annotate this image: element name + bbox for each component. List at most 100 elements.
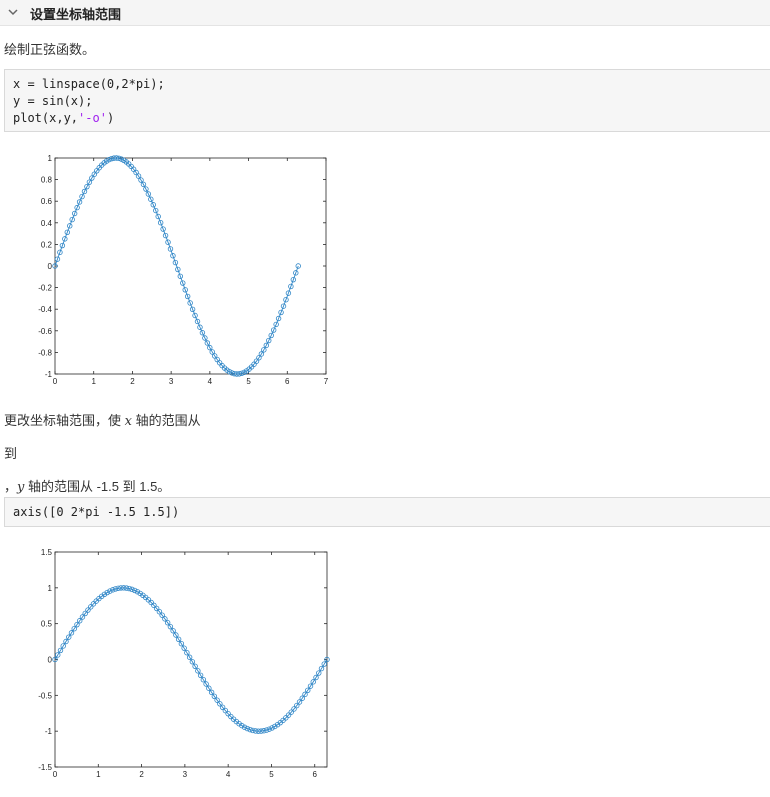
- axis-text: 轴的范围从 -1.5 到 1.5。: [24, 479, 171, 494]
- data-point: [134, 589, 141, 595]
- data-point: [79, 614, 86, 620]
- y-tick-label: -1: [45, 727, 53, 736]
- data-point: [285, 712, 292, 718]
- data-point: [197, 324, 203, 330]
- data-point: [74, 204, 80, 211]
- data-point: [116, 155, 122, 162]
- data-point: [261, 347, 267, 353]
- data-point: [151, 602, 157, 609]
- code-string: '-o': [78, 111, 107, 125]
- y-tick-label: 0: [48, 262, 53, 271]
- data-point: [52, 263, 58, 269]
- data-point: [177, 273, 184, 279]
- data-point: [208, 689, 215, 696]
- data-point: [86, 179, 93, 185]
- data-point: [239, 370, 245, 377]
- data-point: [272, 723, 278, 730]
- axis-text: ，: [4, 479, 18, 494]
- data-point: [324, 656, 330, 663]
- data-point: [225, 710, 231, 717]
- data-point: [293, 270, 299, 276]
- data-point: [148, 196, 154, 202]
- data-point: [155, 213, 161, 220]
- data-point: [68, 630, 75, 636]
- data-point: [133, 169, 139, 176]
- data-point: [90, 601, 97, 607]
- data-point: [199, 330, 206, 336]
- data-point: [200, 676, 207, 683]
- data-point: [113, 155, 120, 161]
- code-text: plot(x,y,: [13, 111, 79, 125]
- data-point: [123, 585, 130, 591]
- data-point: [131, 587, 138, 594]
- y-tick-label: 0.4: [41, 219, 53, 228]
- data-point: [106, 156, 112, 163]
- axis-description-text: 更改坐标轴范围，使 x 轴的范围从: [4, 410, 201, 429]
- data-point: [52, 656, 58, 663]
- data-point: [202, 335, 208, 341]
- y-tick-label: -0.6: [38, 327, 52, 336]
- data-point: [57, 647, 64, 654]
- data-point: [84, 183, 90, 190]
- data-point: [247, 726, 253, 733]
- code-block-plot[interactable]: x = linspace(0,2*pi); y = sin(x); plot(x…: [4, 69, 770, 132]
- data-point: [256, 355, 262, 361]
- y-tick-label: -1: [45, 370, 53, 379]
- x-tick-label: 1: [91, 377, 96, 386]
- x-tick-label: 0: [53, 770, 58, 779]
- chevron-down-icon[interactable]: [7, 6, 19, 18]
- data-point: [234, 371, 240, 377]
- code-block-axis[interactable]: axis([0 2*pi -1.5 1.5]): [4, 497, 770, 527]
- data-point: [145, 191, 152, 197]
- data-point: [241, 724, 248, 730]
- x-tick-label: 3: [169, 377, 174, 386]
- data-point: [156, 609, 163, 615]
- data-point: [288, 283, 294, 290]
- data-point: [275, 315, 282, 322]
- data-point: [162, 616, 168, 622]
- data-point: [59, 242, 66, 249]
- data-point: [295, 263, 301, 269]
- data-point: [283, 715, 289, 721]
- data-point: [60, 643, 66, 649]
- data-point: [290, 276, 297, 283]
- data-point: [189, 306, 196, 312]
- data-point: [268, 332, 274, 339]
- y-tick-label: 0.8: [41, 176, 53, 185]
- data-point: [143, 186, 149, 192]
- code-text: ): [106, 111, 115, 125]
- data-point: [280, 303, 287, 309]
- data-point: [258, 728, 264, 734]
- y-tick-label: 0.2: [41, 240, 53, 249]
- data-point: [204, 340, 211, 346]
- data-point: [270, 327, 277, 333]
- x-tick-label: 4: [208, 377, 213, 386]
- x-tick-label: 7: [324, 377, 329, 386]
- data-point: [316, 670, 322, 676]
- data-point: [140, 181, 147, 188]
- data-point: [162, 232, 169, 239]
- data-point: [112, 586, 119, 592]
- data-point: [108, 155, 115, 162]
- data-point: [192, 312, 198, 319]
- data-point: [294, 702, 300, 709]
- x-tick-label: 6: [285, 377, 290, 386]
- data-point: [261, 728, 267, 734]
- y-tick-label: 1.5: [41, 548, 53, 557]
- data-point: [285, 290, 292, 296]
- x-tick-label: 5: [246, 377, 251, 386]
- data-point: [129, 586, 135, 593]
- data-point: [269, 725, 275, 731]
- data-point: [138, 177, 144, 183]
- data-point: [236, 371, 242, 377]
- axis-to-text: 到: [4, 446, 18, 461]
- data-point: [180, 280, 186, 286]
- section-header[interactable]: 设置坐标轴范围: [0, 0, 770, 26]
- data-point: [307, 683, 314, 689]
- y-tick-label: -0.8: [38, 348, 52, 357]
- data-point: [69, 216, 75, 223]
- data-point: [170, 253, 176, 259]
- code-line: axis([0 2*pi -1.5 1.5]): [13, 505, 180, 519]
- data-point: [178, 641, 185, 647]
- x-tick-label: 3: [183, 770, 188, 779]
